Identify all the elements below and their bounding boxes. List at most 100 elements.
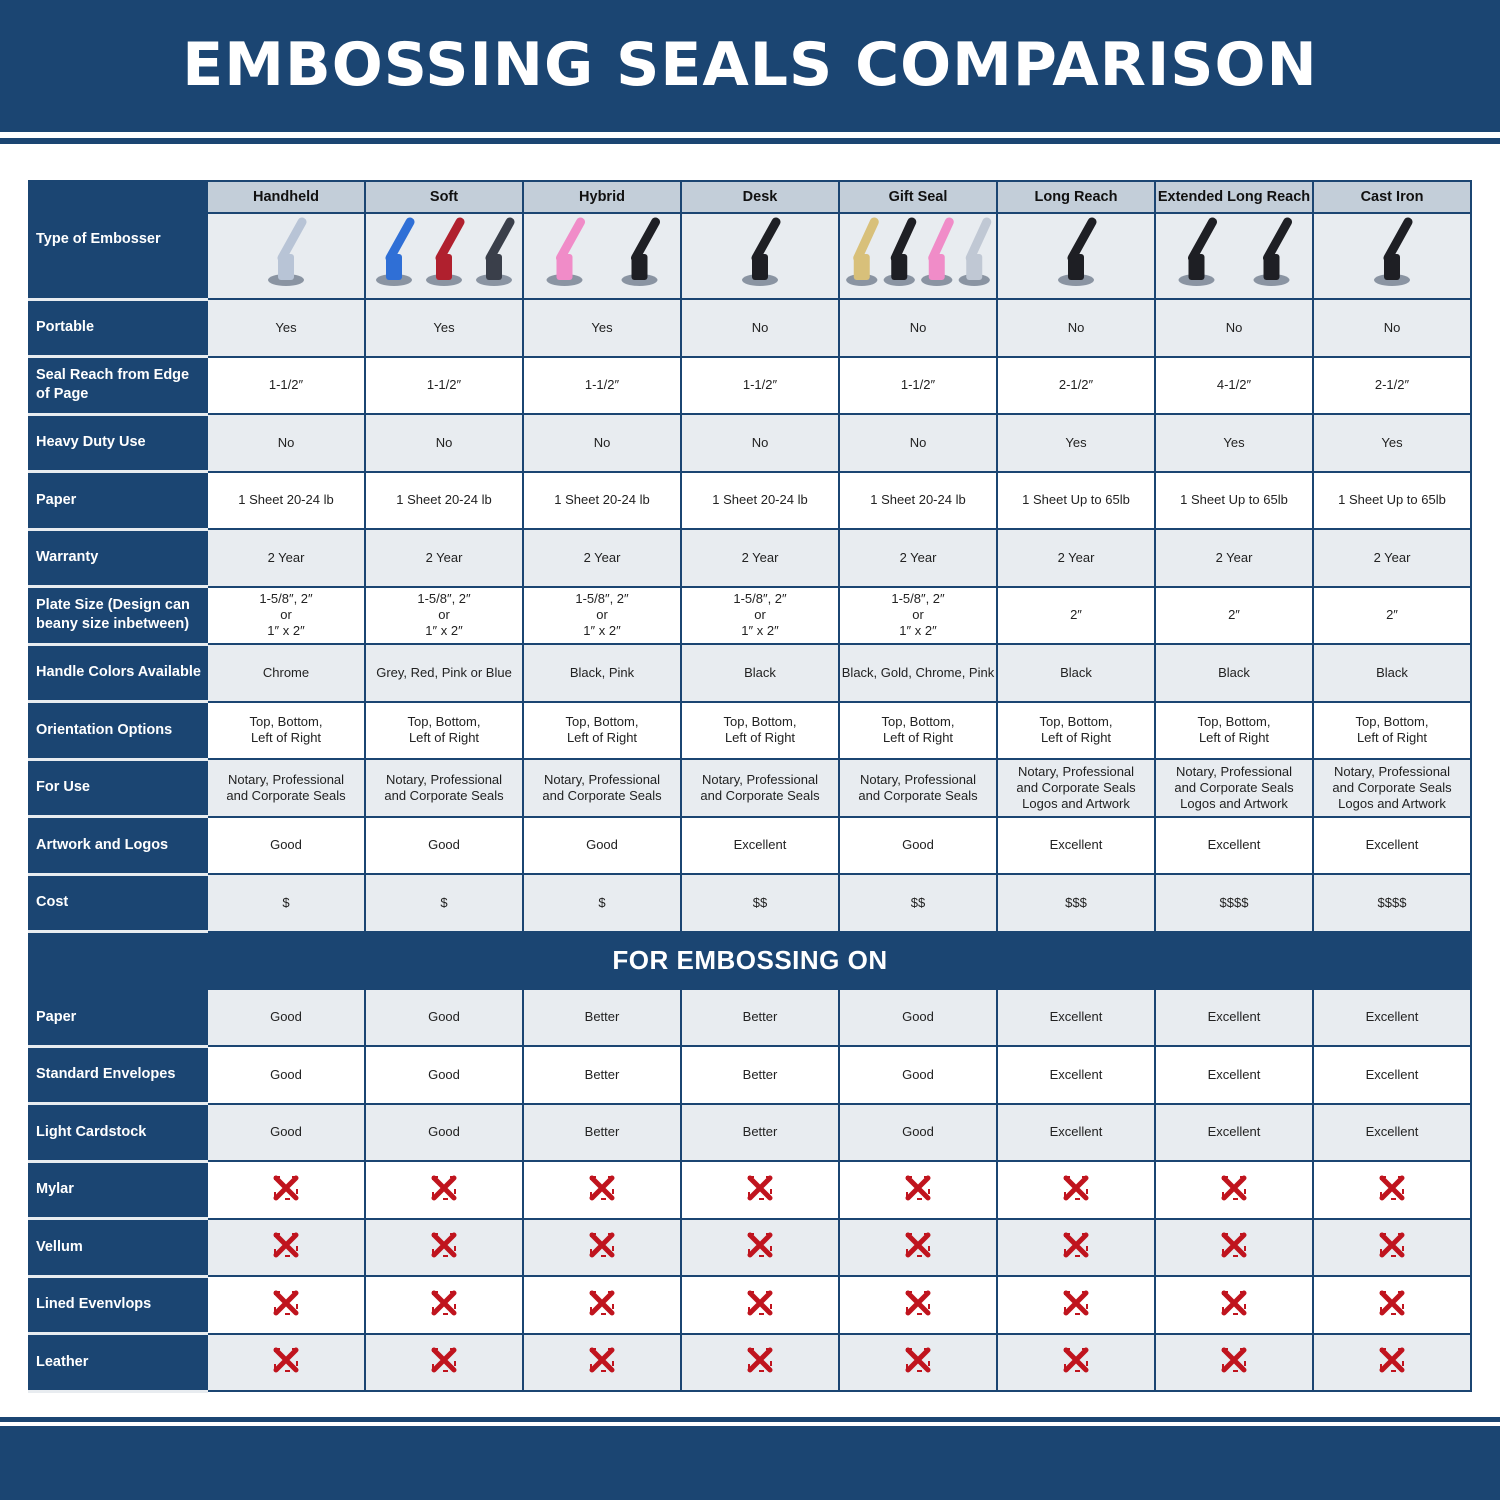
table-cell: Good bbox=[364, 1045, 524, 1105]
red-x-icon bbox=[1221, 1232, 1247, 1258]
table-cell: 1-5/8″, 2″ or 1″ x 2″ bbox=[522, 585, 682, 645]
table-cell: 2 Year bbox=[996, 528, 1156, 588]
table-cell: Yes bbox=[1312, 413, 1472, 473]
row-label: Leather bbox=[28, 1332, 208, 1393]
cell-not-supported bbox=[522, 1160, 682, 1220]
row-label: Standard Envelopes bbox=[28, 1045, 208, 1105]
table-cell: Black bbox=[1154, 643, 1314, 703]
table-cell: Better bbox=[522, 1045, 682, 1105]
table-cell: Good bbox=[206, 1102, 366, 1162]
red-x-icon bbox=[589, 1232, 615, 1258]
row-label: Paper bbox=[28, 987, 208, 1048]
table-cell: Top, Bottom, Left of Right bbox=[364, 700, 524, 760]
table-cell: Yes bbox=[1154, 413, 1314, 473]
column-header: Desk bbox=[680, 180, 840, 214]
cell-not-supported bbox=[680, 1160, 840, 1220]
row-label: Mylar bbox=[28, 1160, 208, 1220]
table-cell: $ bbox=[364, 873, 524, 933]
table-cell: No bbox=[838, 413, 998, 473]
table-row: Plate Size (Design can beany size inbetw… bbox=[28, 585, 1472, 646]
table-cell: Excellent bbox=[996, 815, 1156, 875]
table-row: Vellum bbox=[28, 1217, 1472, 1278]
table-cell: Better bbox=[680, 1045, 840, 1105]
cell-not-supported bbox=[1154, 1160, 1314, 1220]
divider bbox=[0, 1417, 1500, 1422]
row-label: Warranty bbox=[28, 528, 208, 588]
table-cell: 1-1/2″ bbox=[838, 355, 998, 415]
table-cell: Better bbox=[680, 1102, 840, 1162]
table-cell: $$ bbox=[680, 873, 840, 933]
product-image-extended-long-reach-embossers bbox=[1154, 212, 1314, 300]
table-cell: No bbox=[1312, 298, 1472, 358]
table-cell: 1 Sheet 20-24 lb bbox=[680, 470, 840, 530]
column-header: Soft bbox=[364, 180, 524, 214]
table-cell: Yes bbox=[522, 298, 682, 358]
cell-not-supported bbox=[364, 1160, 524, 1220]
table-cell: Notary, Professional and Corporate Seals… bbox=[1154, 758, 1314, 818]
red-x-icon bbox=[1063, 1175, 1089, 1201]
cell-not-supported bbox=[996, 1160, 1156, 1220]
cell-not-supported bbox=[838, 1275, 998, 1335]
table-row: Paper Good Good Better Better Good Excellent Ex… bbox=[28, 987, 1472, 1048]
cell-not-supported bbox=[364, 1275, 524, 1335]
red-x-icon bbox=[273, 1290, 299, 1316]
table-cell: Good bbox=[206, 987, 366, 1047]
cell-not-supported bbox=[206, 1332, 366, 1392]
cell-not-supported bbox=[1154, 1332, 1314, 1392]
table-row: Seal Reach from Edge of Page 1-1/2″ 1-1/2″… bbox=[28, 355, 1472, 416]
product-image-soft-embossers-blue-red-grey bbox=[364, 212, 524, 300]
product-image-hybrid-embossers-pink-black bbox=[522, 212, 682, 300]
product-image-cast-iron-embosser bbox=[1312, 212, 1472, 300]
table-cell: Black, Pink bbox=[522, 643, 682, 703]
table-cell: Black bbox=[680, 643, 840, 703]
table-cell: Grey, Red, Pink or Blue bbox=[364, 643, 524, 703]
table-cell: Yes bbox=[996, 413, 1156, 473]
table-cell: Top, Bottom, Left of Right bbox=[838, 700, 998, 760]
product-image-gift-seals-gold-black-pink-chrome bbox=[838, 212, 998, 300]
red-x-icon bbox=[1379, 1175, 1405, 1201]
red-x-icon bbox=[747, 1347, 773, 1373]
footer-banner bbox=[0, 1426, 1500, 1500]
cell-not-supported bbox=[522, 1217, 682, 1277]
red-x-icon bbox=[431, 1232, 457, 1258]
red-x-icon bbox=[1063, 1347, 1089, 1373]
row-label: Paper bbox=[28, 470, 208, 531]
table-cell: Yes bbox=[364, 298, 524, 358]
table-cell: 1-1/2″ bbox=[364, 355, 524, 415]
table-cell: Top, Bottom, Left of Right bbox=[1154, 700, 1314, 760]
table-cell: Top, Bottom, Left of Right bbox=[680, 700, 840, 760]
table-cell: Black, Gold, Chrome, Pink bbox=[838, 643, 998, 703]
table-cell: 1 Sheet Up to 65lb bbox=[1312, 470, 1472, 530]
table-cell: Black bbox=[1312, 643, 1472, 703]
table-cell: 2 Year bbox=[1312, 528, 1472, 588]
product-image-desk-embosser-black bbox=[680, 212, 840, 300]
table-cell: $$$$ bbox=[1312, 873, 1472, 933]
red-x-icon bbox=[273, 1175, 299, 1201]
table-cell: Excellent bbox=[996, 987, 1156, 1047]
cell-not-supported bbox=[1312, 1217, 1472, 1277]
table-cell: 1 Sheet 20-24 lb bbox=[364, 470, 524, 530]
red-x-icon bbox=[589, 1175, 615, 1201]
table-cell: Excellent bbox=[1312, 987, 1472, 1047]
table-cell: Notary, Professional and Corporate Seals bbox=[364, 758, 524, 818]
table-cell: Excellent bbox=[996, 1045, 1156, 1105]
cell-not-supported bbox=[996, 1275, 1156, 1335]
table-row: Artwork and Logos Good Good Good Excellent Go… bbox=[28, 815, 1472, 876]
cell-not-supported bbox=[522, 1275, 682, 1335]
row-label: Seal Reach from Edge of Page bbox=[28, 355, 208, 416]
table-row: Cost $ $ $ $$ $$ $$$ $$$$ $$$$ bbox=[28, 873, 1472, 933]
row-label: Light Cardstock bbox=[28, 1102, 208, 1163]
red-x-icon bbox=[747, 1290, 773, 1316]
row-label: Portable bbox=[28, 298, 208, 358]
table-row: Leather bbox=[28, 1332, 1472, 1393]
table-cell: No bbox=[364, 413, 524, 473]
table-cell: Good bbox=[364, 1102, 524, 1162]
row-label: Plate Size (Design can beany size inbetw… bbox=[28, 585, 208, 646]
table-cell: 4-1/2″ bbox=[1154, 355, 1314, 415]
product-image-chrome-handheld-embosser bbox=[206, 212, 366, 300]
table-cell: $ bbox=[522, 873, 682, 933]
table-cell: Excellent bbox=[1154, 1102, 1314, 1162]
table-cell: No bbox=[838, 298, 998, 358]
row-label-type: Type of Embosser bbox=[28, 180, 208, 301]
table-cell: 2″ bbox=[1154, 585, 1314, 645]
